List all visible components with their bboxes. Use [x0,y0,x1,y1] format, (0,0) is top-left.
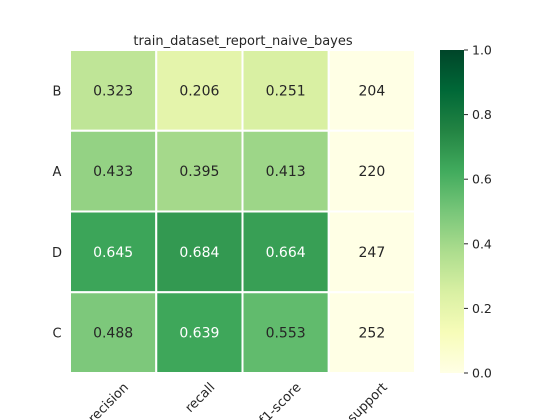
cell-label-A-recall: 0.395 [179,164,219,180]
cell-label-B-precision: 0.323 [93,83,133,99]
colorbar-ticks: 0.0 0.2 0.4 0.6 0.8 1.0 [464,43,492,381]
chart-title: train_dataset_report_naive_bayes [133,34,353,49]
cell-label-B-support: 204 [359,83,386,99]
cell-label-D-precision: 0.645 [93,245,133,261]
colorbar [440,50,464,373]
cell-label-A-precision: 0.433 [93,164,133,180]
column-label-precision: precision [80,380,132,420]
colorbar-tick-label: 0.0 [472,366,492,381]
row-label-C: C [52,327,61,342]
column-label-recall: recall [183,380,219,416]
column-label-support: support [345,380,391,420]
row-label-B: B [53,84,62,99]
cell-label-C-support: 252 [359,326,386,342]
cell-label-C-precision: 0.488 [93,326,133,342]
colorbar-tick-label: 0.4 [472,236,492,251]
row-label-A: A [53,165,62,180]
cell-label-B-recall: 0.206 [179,83,219,99]
column-labels: precision recall f1-score support [80,380,391,420]
cell-label-B-f1-score: 0.251 [266,83,306,99]
colorbar-tick-label: 0.6 [472,172,492,187]
cell-label-C-recall: 0.639 [179,326,219,342]
cell-label-A-support: 220 [359,164,386,180]
colorbar-tick-label: 0.8 [472,107,492,122]
column-label-f1-score: f1-score [257,380,305,420]
cell-label-C-f1-score: 0.553 [266,326,306,342]
cell-label-D-support: 247 [359,245,386,261]
row-labels: B A D C [52,84,62,341]
colorbar-tick-label: 1.0 [472,43,492,58]
row-label-D: D [52,246,62,261]
heatmap-cells: 0.323 0.206 0.251 204 0.433 0.395 0.413 220 0.64… [70,50,415,373]
cell-label-D-recall: 0.684 [179,245,219,261]
colorbar-tick-label: 0.2 [472,301,492,316]
cell-label-A-f1-score: 0.413 [266,164,306,180]
cell-label-D-f1-score: 0.664 [266,245,306,261]
